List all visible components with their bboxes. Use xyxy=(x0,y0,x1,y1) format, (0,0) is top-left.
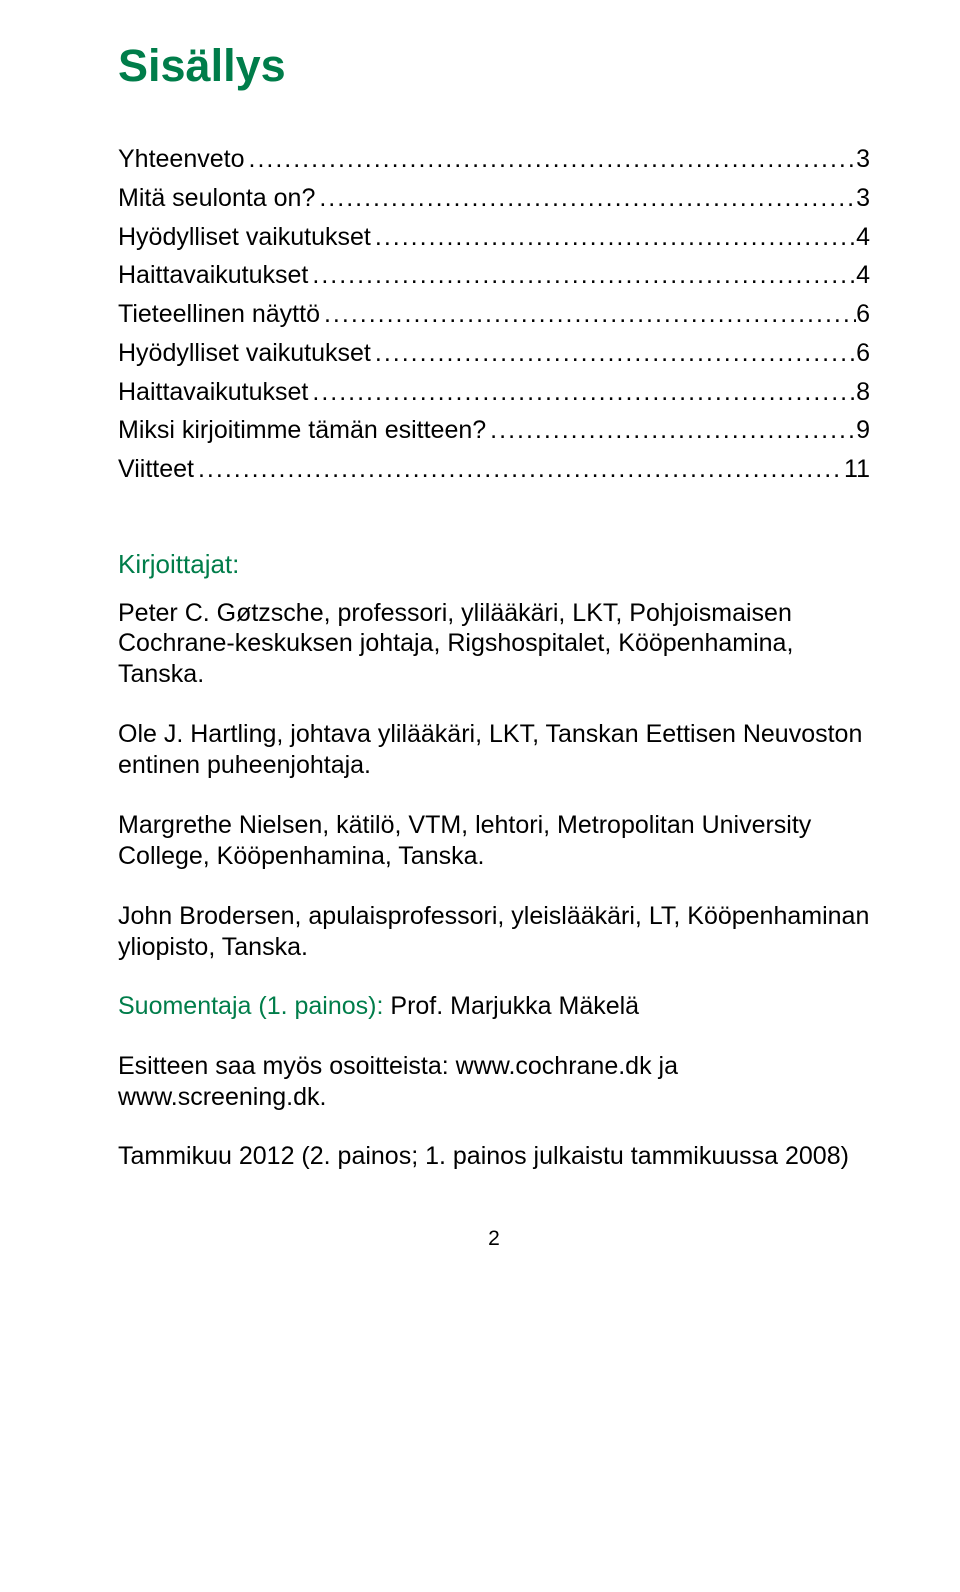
availability-text: Esitteen saa myös osoitteista: www.cochr… xyxy=(118,1051,870,1112)
translator-label: Suomentaja (1. painos): xyxy=(118,992,390,1020)
toc-page: 11 xyxy=(844,450,870,489)
toc-leader xyxy=(371,334,856,373)
toc-page: 4 xyxy=(856,218,870,257)
toc-label: Mitä seulonta on? xyxy=(118,179,315,218)
toc-row: Haittavaikutukset 4 xyxy=(118,256,870,295)
page-title: Sisällys xyxy=(118,40,870,92)
toc-page: 4 xyxy=(856,256,870,295)
toc-row: Hyödylliset vaikutukset 4 xyxy=(118,218,870,257)
toc-page: 6 xyxy=(856,334,870,373)
toc-row: Haittavaikutukset 8 xyxy=(118,373,870,412)
toc-label: Miksi kirjoitimme tämän esitteen? xyxy=(118,411,486,450)
toc-leader xyxy=(371,218,856,257)
toc-page: 8 xyxy=(856,373,870,412)
author-bio: Peter C. Gøtzsche, professori, ylilääkär… xyxy=(118,598,870,690)
toc-label: Hyödylliset vaikutukset xyxy=(118,334,371,373)
authors-heading: Kirjoittajat: xyxy=(118,549,870,580)
toc-page: 3 xyxy=(856,140,870,179)
toc-page: 6 xyxy=(856,295,870,334)
table-of-contents: Yhteenveto 3 Mitä seulonta on? 3 Hyödyll… xyxy=(118,140,870,489)
toc-leader xyxy=(315,179,856,218)
translator-name: Prof. Marjukka Mäkelä xyxy=(390,992,639,1020)
toc-leader xyxy=(194,450,844,489)
toc-label: Hyödylliset vaikutukset xyxy=(118,218,371,257)
toc-row: Miksi kirjoitimme tämän esitteen? 9 xyxy=(118,411,870,450)
toc-row: Viitteet 11 xyxy=(118,450,870,489)
toc-page: 9 xyxy=(856,411,870,450)
toc-leader xyxy=(320,295,856,334)
toc-leader xyxy=(308,373,856,412)
toc-leader xyxy=(486,411,856,450)
author-bio: Ole J. Hartling, johtava ylilääkäri, LKT… xyxy=(118,719,870,780)
toc-leader xyxy=(245,140,857,179)
toc-label: Haittavaikutukset xyxy=(118,373,308,412)
toc-page: 3 xyxy=(856,179,870,218)
translator-line: Suomentaja (1. painos): Prof. Marjukka M… xyxy=(118,992,870,1021)
toc-label: Viitteet xyxy=(118,450,194,489)
toc-leader xyxy=(308,256,856,295)
toc-row: Yhteenveto 3 xyxy=(118,140,870,179)
page-number: 2 xyxy=(118,1227,870,1251)
publication-date: Tammikuu 2012 (2. painos; 1. painos julk… xyxy=(118,1142,870,1171)
toc-row: Tieteellinen näyttö 6 xyxy=(118,295,870,334)
author-bio: John Brodersen, apulaisprofessori, yleis… xyxy=(118,901,870,962)
toc-row: Hyödylliset vaikutukset 6 xyxy=(118,334,870,373)
author-bio: Margrethe Nielsen, kätilö, VTM, lehtori,… xyxy=(118,810,870,871)
toc-label: Yhteenveto xyxy=(118,140,245,179)
toc-label: Tieteellinen näyttö xyxy=(118,295,320,334)
toc-row: Mitä seulonta on? 3 xyxy=(118,179,870,218)
document-page: Sisällys Yhteenveto 3 Mitä seulonta on? … xyxy=(0,0,960,1301)
toc-label: Haittavaikutukset xyxy=(118,256,308,295)
